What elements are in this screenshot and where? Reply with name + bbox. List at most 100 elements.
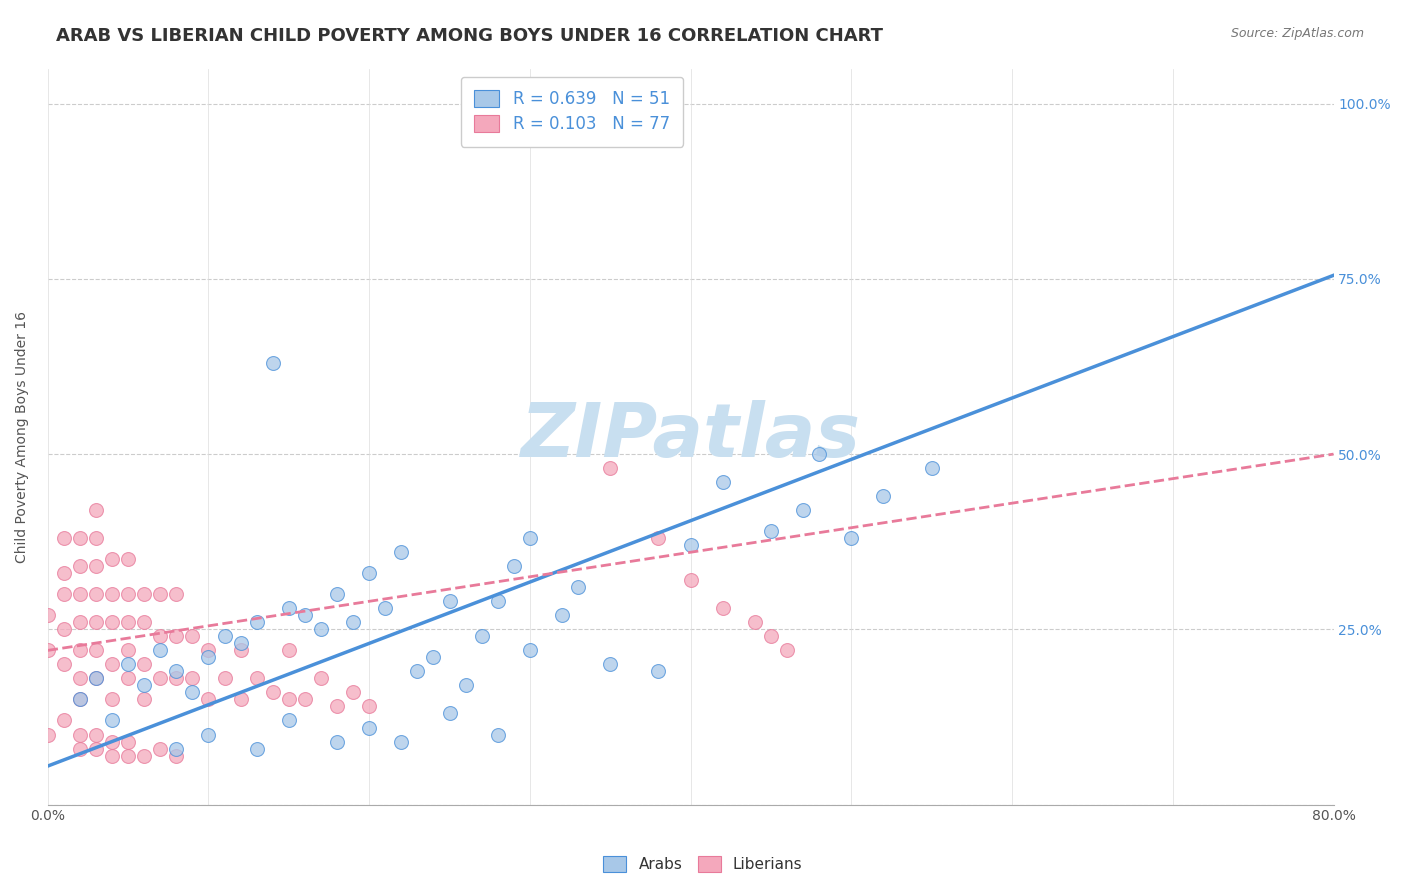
Point <box>149 643 172 657</box>
Point <box>439 706 461 721</box>
Point <box>502 559 524 574</box>
Point <box>52 623 75 637</box>
Point <box>84 741 107 756</box>
Point <box>165 665 187 679</box>
Point <box>246 615 269 630</box>
Point <box>471 629 494 643</box>
Point <box>181 685 204 699</box>
Point <box>69 559 91 574</box>
Point <box>149 741 172 756</box>
Point <box>52 587 75 601</box>
Point <box>294 692 316 706</box>
Point <box>134 657 156 672</box>
Y-axis label: Child Poverty Among Boys Under 16: Child Poverty Among Boys Under 16 <box>15 310 30 563</box>
Point <box>519 531 541 545</box>
Point <box>309 623 332 637</box>
Text: ZIPatlas: ZIPatlas <box>520 401 860 473</box>
Point <box>277 714 299 728</box>
Point <box>69 531 91 545</box>
Point <box>69 692 91 706</box>
Point <box>149 629 172 643</box>
Point <box>117 552 139 566</box>
Point <box>374 601 396 615</box>
Point <box>872 489 894 503</box>
Point <box>359 566 381 581</box>
Point <box>647 531 669 545</box>
Point <box>165 587 187 601</box>
Point <box>229 692 252 706</box>
Point <box>117 657 139 672</box>
Point <box>711 601 734 615</box>
Point <box>37 727 59 741</box>
Point <box>101 692 124 706</box>
Point <box>551 608 574 623</box>
Point <box>84 503 107 517</box>
Point <box>197 643 219 657</box>
Point <box>519 643 541 657</box>
Point <box>647 665 669 679</box>
Point <box>69 643 91 657</box>
Point <box>294 608 316 623</box>
Point <box>808 447 831 461</box>
Point <box>422 650 444 665</box>
Point <box>69 741 91 756</box>
Point <box>486 594 509 608</box>
Point <box>214 629 236 643</box>
Point <box>165 748 187 763</box>
Point <box>52 657 75 672</box>
Point <box>262 685 284 699</box>
Point <box>101 587 124 601</box>
Point <box>197 692 219 706</box>
Point <box>52 531 75 545</box>
Point <box>149 672 172 686</box>
Point <box>117 587 139 601</box>
Point <box>101 657 124 672</box>
Text: ARAB VS LIBERIAN CHILD POVERTY AMONG BOYS UNDER 16 CORRELATION CHART: ARAB VS LIBERIAN CHILD POVERTY AMONG BOY… <box>56 27 883 45</box>
Legend: R = 0.639   N = 51, R = 0.103   N = 77: R = 0.639 N = 51, R = 0.103 N = 77 <box>461 77 683 146</box>
Point <box>52 566 75 581</box>
Point <box>759 524 782 539</box>
Point <box>134 615 156 630</box>
Point <box>69 587 91 601</box>
Point <box>69 692 91 706</box>
Legend: Arabs, Liberians: Arabs, Liberians <box>596 848 810 880</box>
Point <box>214 672 236 686</box>
Point <box>389 734 412 748</box>
Point <box>776 643 799 657</box>
Point <box>101 615 124 630</box>
Point <box>359 721 381 735</box>
Point <box>486 727 509 741</box>
Point <box>69 615 91 630</box>
Point <box>599 657 621 672</box>
Point <box>165 672 187 686</box>
Point <box>841 531 863 545</box>
Point <box>599 461 621 475</box>
Point <box>229 643 252 657</box>
Point <box>37 643 59 657</box>
Point <box>406 665 429 679</box>
Point <box>134 587 156 601</box>
Point <box>181 672 204 686</box>
Point <box>134 678 156 692</box>
Point <box>277 643 299 657</box>
Point <box>37 608 59 623</box>
Point <box>101 748 124 763</box>
Point <box>197 650 219 665</box>
Point <box>679 538 702 552</box>
Point <box>84 672 107 686</box>
Point <box>117 643 139 657</box>
Point <box>181 629 204 643</box>
Point <box>309 672 332 686</box>
Point <box>326 587 349 601</box>
Point <box>759 629 782 643</box>
Point <box>679 574 702 588</box>
Point <box>326 734 349 748</box>
Text: Source: ZipAtlas.com: Source: ZipAtlas.com <box>1230 27 1364 40</box>
Point <box>84 587 107 601</box>
Point <box>262 356 284 370</box>
Point <box>165 629 187 643</box>
Point <box>69 727 91 741</box>
Point <box>84 559 107 574</box>
Point <box>52 714 75 728</box>
Point <box>84 615 107 630</box>
